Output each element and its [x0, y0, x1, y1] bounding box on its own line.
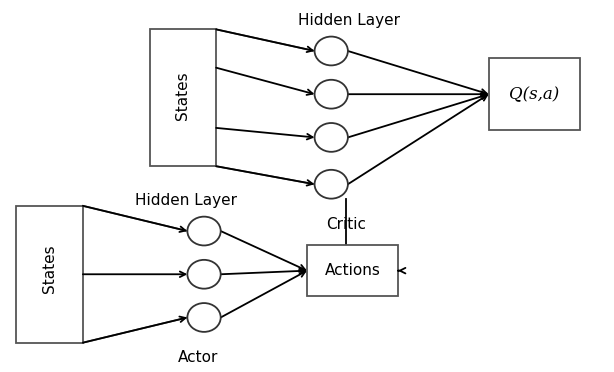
Text: Actor: Actor	[178, 350, 218, 365]
Ellipse shape	[187, 217, 220, 246]
Text: Hidden Layer: Hidden Layer	[298, 13, 400, 28]
Text: Actions: Actions	[324, 263, 380, 278]
Bar	[150, 29, 216, 166]
Text: Q(s,a): Q(s,a)	[509, 86, 559, 103]
Text: Hidden Layer: Hidden Layer	[135, 193, 237, 208]
Bar	[17, 206, 83, 343]
Text: States: States	[42, 244, 57, 293]
Ellipse shape	[187, 260, 220, 289]
Bar	[489, 58, 580, 130]
Text: States: States	[176, 72, 190, 120]
Ellipse shape	[314, 170, 348, 199]
Bar	[307, 246, 398, 296]
Text: Critic: Critic	[327, 217, 367, 232]
Ellipse shape	[187, 303, 220, 332]
Ellipse shape	[314, 123, 348, 152]
Ellipse shape	[314, 80, 348, 109]
Ellipse shape	[314, 36, 348, 65]
